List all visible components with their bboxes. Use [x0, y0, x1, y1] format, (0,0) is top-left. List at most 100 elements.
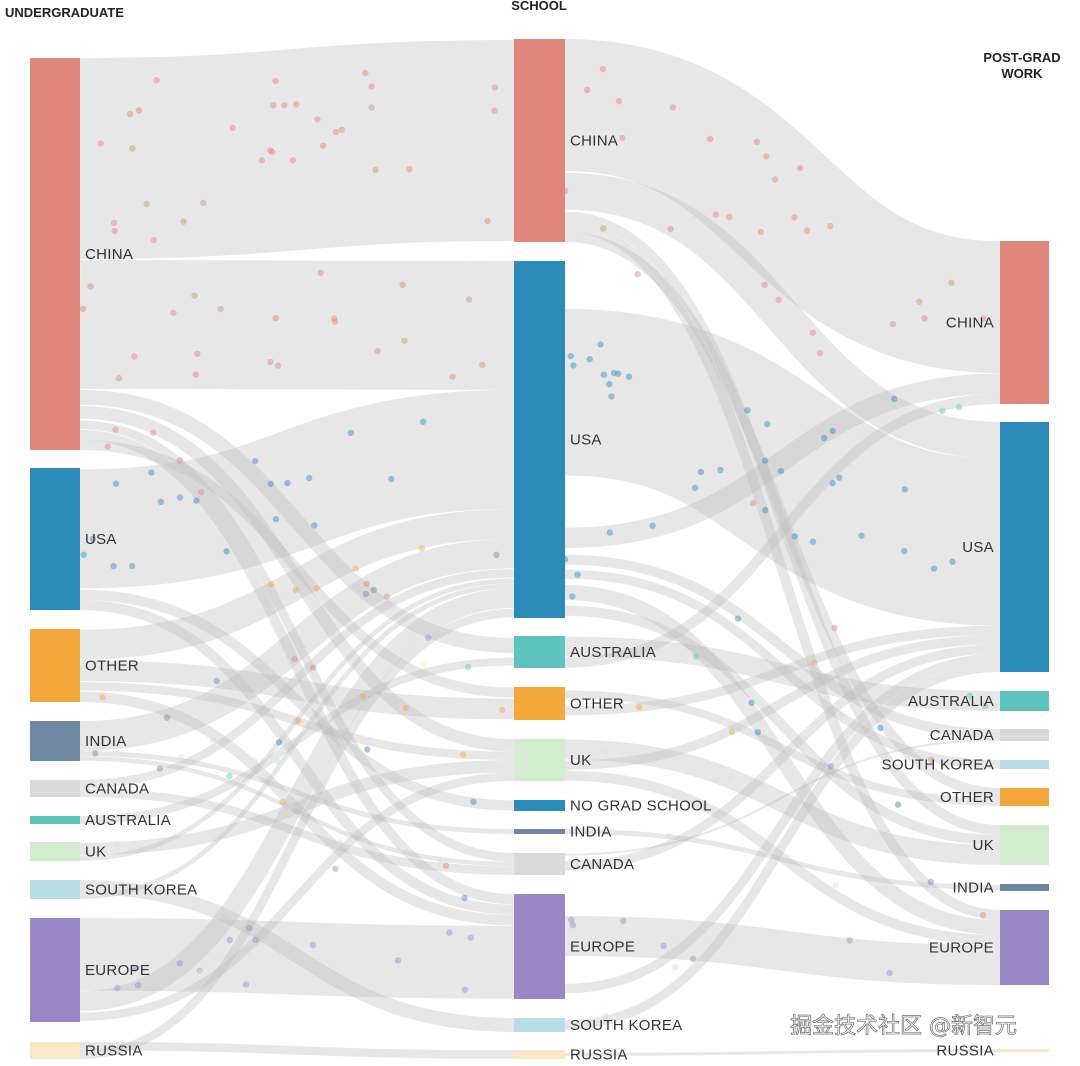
node-bar-p-europe[interactable] — [1000, 910, 1049, 985]
node-bar-p-india[interactable] — [1000, 884, 1049, 891]
node-bar-u-canada[interactable] — [30, 780, 80, 797]
node-bar-p-australia[interactable] — [1000, 691, 1049, 711]
flow-particle — [97, 140, 104, 147]
node-bar-s-other[interactable] — [514, 687, 565, 720]
flow-particle — [368, 83, 375, 90]
flow-particle — [672, 964, 679, 971]
node-bar-u-usa[interactable] — [30, 468, 80, 610]
flow-particle — [170, 309, 177, 316]
flow-particle — [901, 486, 909, 493]
flow-particle — [388, 475, 395, 483]
node-label-s-canada: CANADA — [570, 856, 634, 873]
flow-particle — [726, 213, 733, 221]
node-bar-u-russia[interactable] — [30, 1042, 80, 1059]
flow-particle — [669, 104, 677, 111]
flow-particle — [267, 147, 274, 154]
flow-link — [79, 259, 515, 390]
flow-particle — [148, 469, 155, 476]
flow-link — [79, 508, 515, 660]
flow-particle — [809, 538, 817, 545]
node-label-u-australia: AUSTRALIA — [85, 812, 171, 829]
flow-link — [79, 756, 515, 867]
node-bar-u-australia[interactable] — [30, 816, 80, 824]
node-bar-s-no-grad[interactable] — [514, 800, 565, 811]
node-bar-s-uk[interactable] — [514, 739, 565, 781]
flow-particle — [660, 942, 667, 949]
node-bar-u-india[interactable] — [30, 721, 80, 761]
node-bar-p-canada[interactable] — [1000, 729, 1049, 741]
node-label-p-india: INDIA — [952, 880, 994, 897]
flow-particle — [246, 924, 253, 932]
node-bar-s-russia[interactable] — [514, 1050, 565, 1059]
node-bar-u-china[interactable] — [30, 58, 80, 450]
node-bar-s-south-korea[interactable] — [514, 1018, 565, 1032]
flow-link — [564, 739, 1001, 856]
node-bar-s-china[interactable] — [514, 39, 565, 242]
node-label-s-china: CHINA — [570, 133, 618, 150]
flow-particle — [484, 217, 491, 225]
flow-particle — [744, 407, 751, 414]
node-bar-u-uk[interactable] — [30, 842, 80, 861]
node-bar-s-europe[interactable] — [514, 894, 565, 999]
flow-particle — [402, 704, 409, 712]
flow-particle — [762, 507, 769, 514]
flow-link — [564, 662, 1001, 1030]
node-bar-u-other[interactable] — [30, 629, 80, 702]
flow-link — [79, 880, 515, 1032]
flow-particle — [666, 800, 673, 807]
flow-particle — [176, 960, 183, 967]
flow-particle — [314, 116, 321, 123]
node-bar-p-china[interactable] — [1000, 241, 1049, 404]
node-bar-p-usa[interactable] — [1000, 422, 1049, 672]
flow-particle — [608, 393, 615, 400]
flow-particle — [269, 148, 276, 156]
flow-particle — [691, 484, 699, 492]
flow-particle — [625, 373, 633, 380]
flow-particle — [112, 480, 120, 487]
flow-particle — [80, 551, 87, 558]
flow-particle — [279, 798, 286, 805]
flow-particle — [217, 305, 224, 313]
flow-particle — [979, 911, 987, 919]
node-bar-p-south-korea[interactable] — [1000, 760, 1049, 769]
flow-particle — [846, 937, 853, 944]
node-bar-s-usa[interactable] — [514, 261, 565, 618]
flow-particle — [761, 457, 769, 464]
node-bar-u-south-korea[interactable] — [30, 880, 80, 899]
flow-particle — [226, 772, 233, 780]
flow-particle — [916, 298, 923, 305]
flow-link — [79, 578, 515, 861]
flow-particle — [491, 84, 498, 91]
node-bar-p-uk[interactable] — [1000, 825, 1049, 865]
flow-link — [79, 39, 515, 260]
node-bar-s-india[interactable] — [514, 829, 565, 834]
flow-particle — [569, 922, 577, 929]
flow-link — [564, 1049, 1001, 1056]
flow-particle — [103, 888, 110, 895]
flow-link — [79, 588, 515, 1012]
flow-particle — [332, 865, 339, 872]
flow-particle — [602, 1013, 609, 1020]
flow-link — [79, 583, 515, 899]
flow-link — [563, 308, 1002, 626]
flow-particle — [363, 580, 370, 587]
flow-particle — [129, 145, 136, 152]
flow-link — [79, 788, 515, 875]
flow-particle — [213, 677, 220, 685]
node-bar-s-canada[interactable] — [514, 853, 565, 875]
flow-particle — [229, 124, 236, 131]
flow-particle — [791, 533, 798, 540]
flow-particle — [982, 702, 989, 710]
node-label-u-south-korea: SOUTH KOREA — [85, 882, 197, 899]
node-bar-u-europe[interactable] — [30, 918, 80, 1022]
node-bar-p-russia[interactable] — [1000, 1049, 1049, 1052]
node-bar-p-other[interactable] — [1000, 788, 1049, 806]
node-label-u-india: INDIA — [85, 733, 127, 750]
node-bar-s-australia[interactable] — [514, 636, 565, 668]
flow-particle — [309, 664, 317, 671]
flow-link — [564, 569, 1001, 769]
flow-particle — [620, 917, 627, 925]
flow-particle — [459, 751, 467, 758]
flow-particle — [418, 545, 425, 552]
flow-link — [564, 605, 1001, 845]
